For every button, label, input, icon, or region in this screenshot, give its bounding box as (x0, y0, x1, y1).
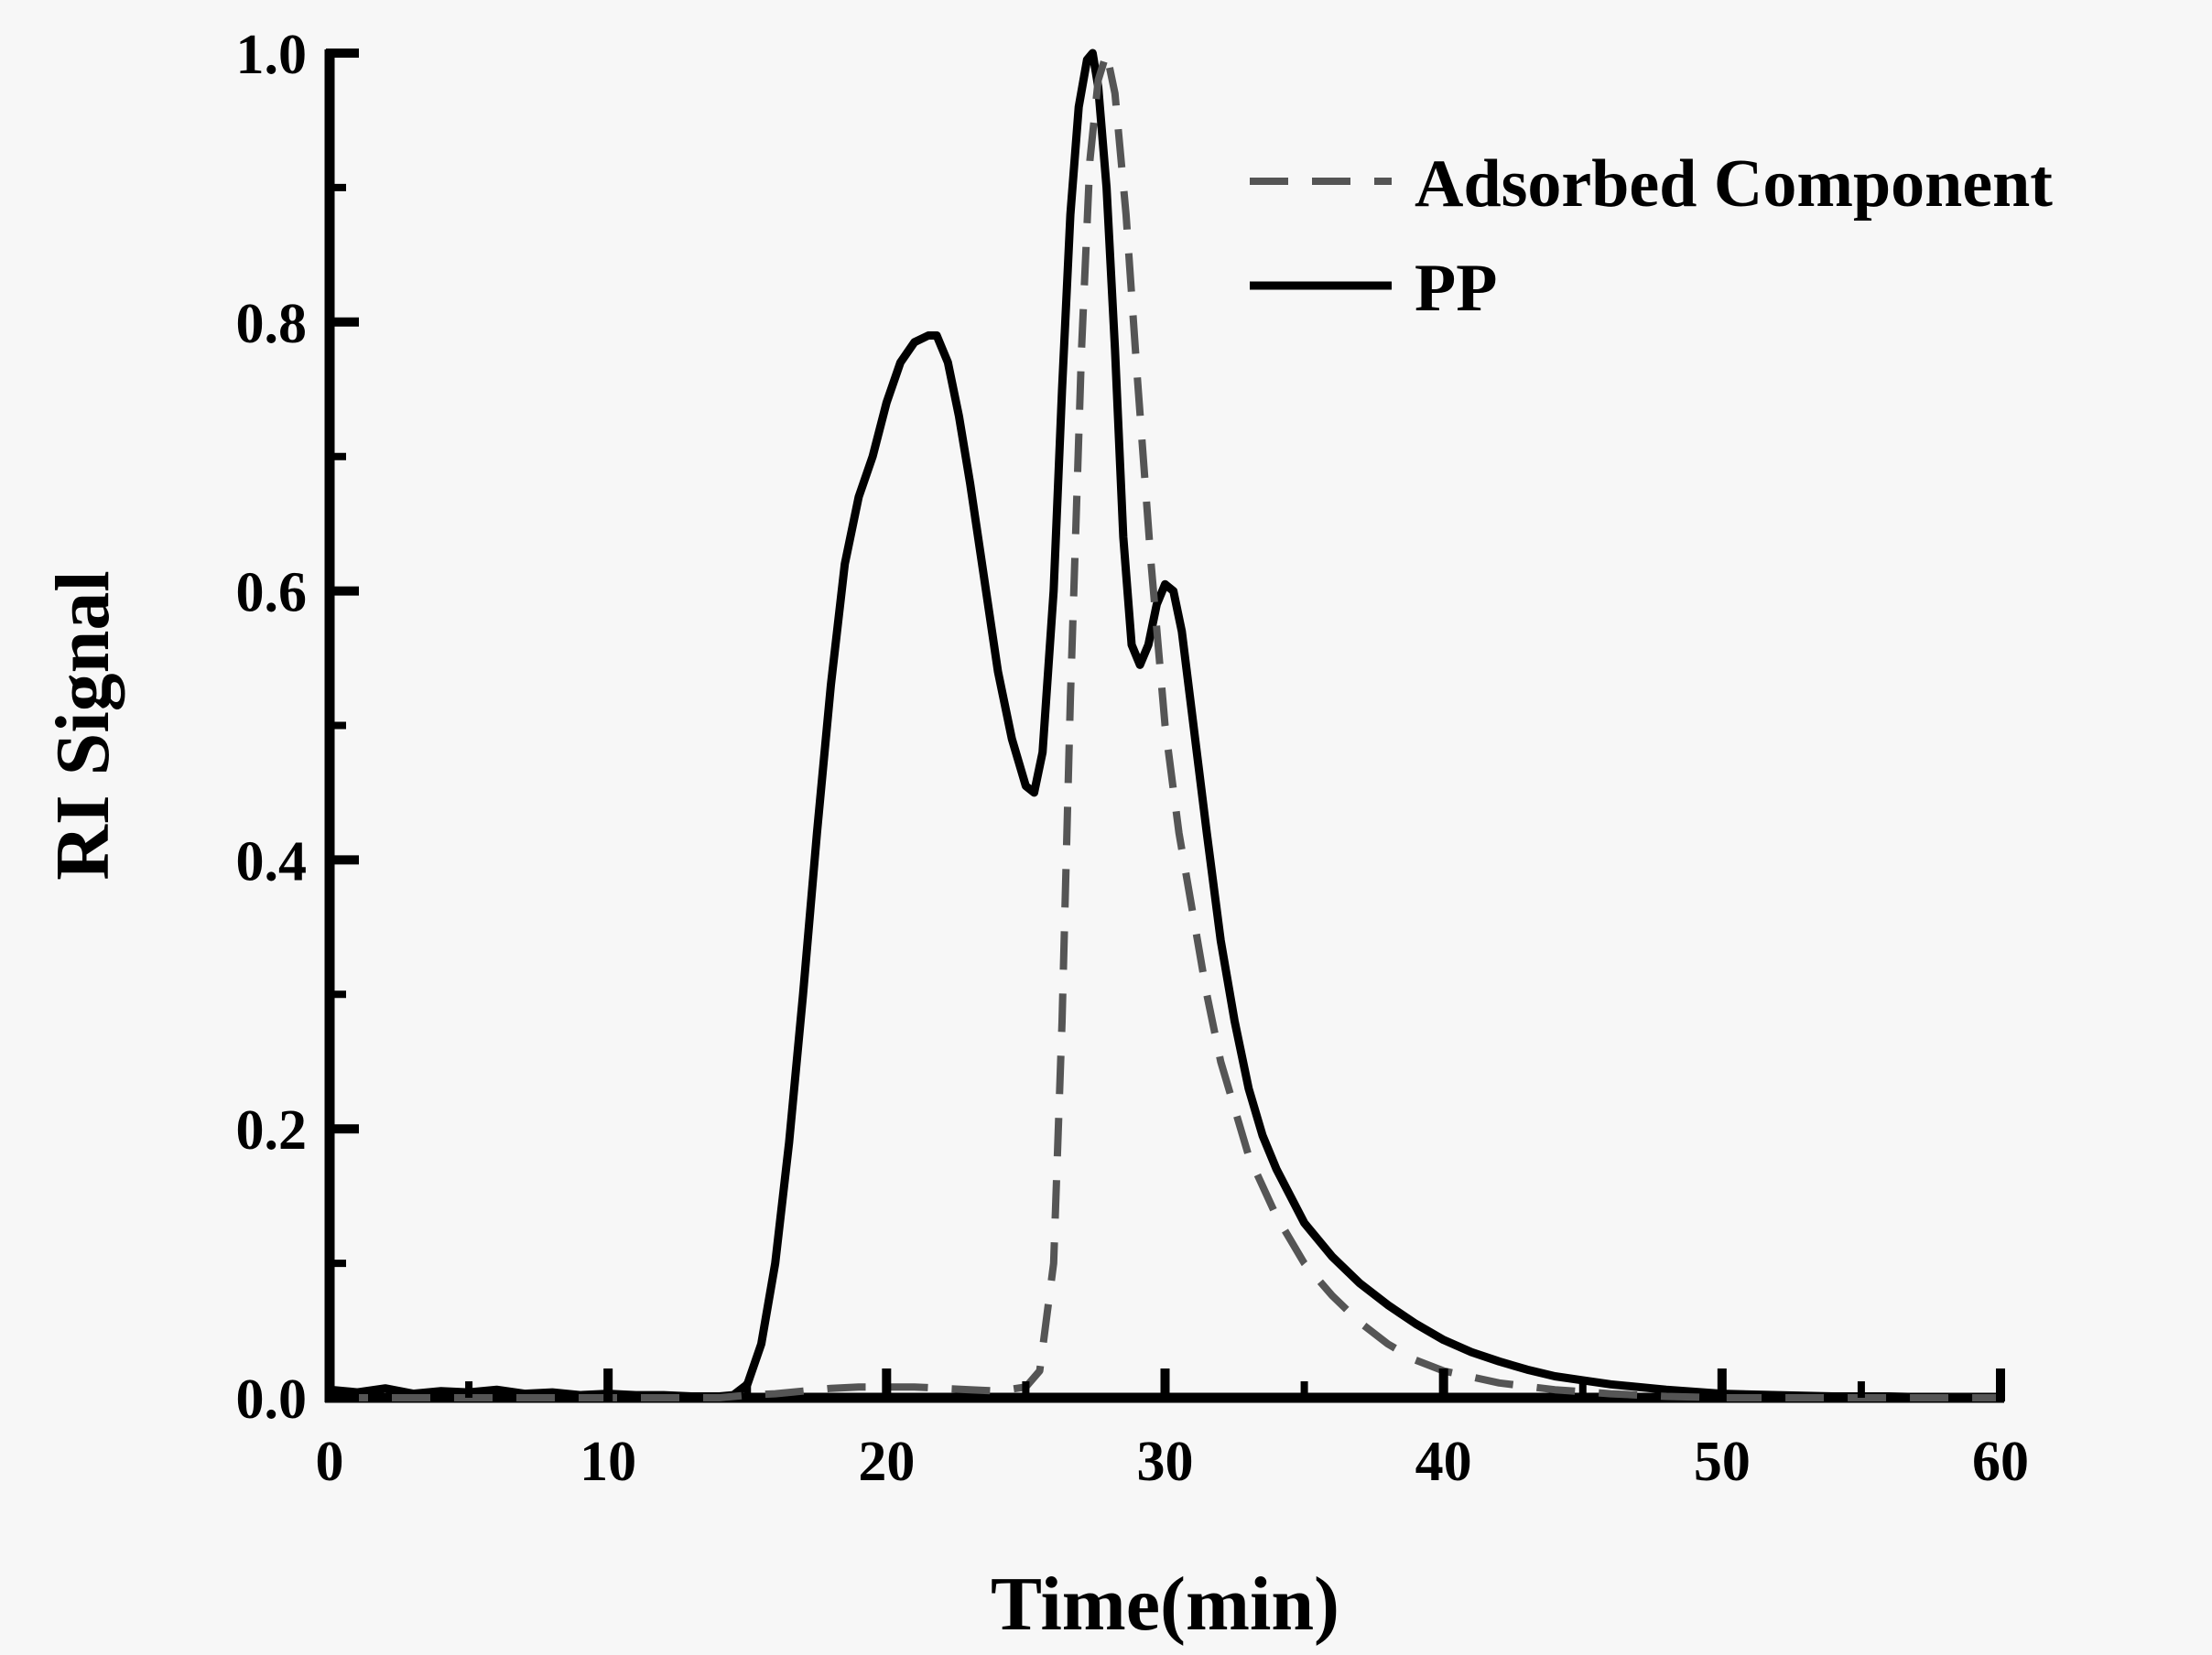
x-tick-label: 10 (580, 1431, 636, 1493)
x-tick-label: 50 (1694, 1431, 1751, 1493)
x-tick-label: 20 (858, 1431, 915, 1493)
y-tick-label: 0.0 (236, 1368, 308, 1431)
y-tick-label: 0.8 (236, 293, 308, 355)
x-tick-label: 40 (1415, 1431, 1472, 1493)
x-tick-label: 60 (1972, 1431, 2029, 1493)
plot-lines (329, 49, 2001, 1402)
x-axis-title: Time(min) (991, 1562, 1339, 1647)
legend-label-pp: PP (1415, 251, 1497, 326)
x-tick-label: 30 (1137, 1431, 1194, 1493)
y-axis-title: RI Signal (40, 570, 125, 880)
legend: Adsorbed Component PP (1250, 146, 2053, 326)
y-tick-label: 0.2 (236, 1099, 308, 1162)
x-tick-label: 0 (316, 1431, 344, 1493)
series-line-adsorbed-component (330, 49, 2001, 1401)
legend-label-adsorbed-component: Adsorbed Component (1415, 146, 2053, 222)
y-tick-label: 0.6 (236, 562, 308, 624)
y-tick-label: 0.4 (236, 830, 308, 892)
y-tick-label: 1.0 (236, 24, 308, 86)
ticks: 0 10 20 30 40 50 60 0.0 0.2 0.4 0.6 0.8 1.0 (236, 24, 2030, 1493)
